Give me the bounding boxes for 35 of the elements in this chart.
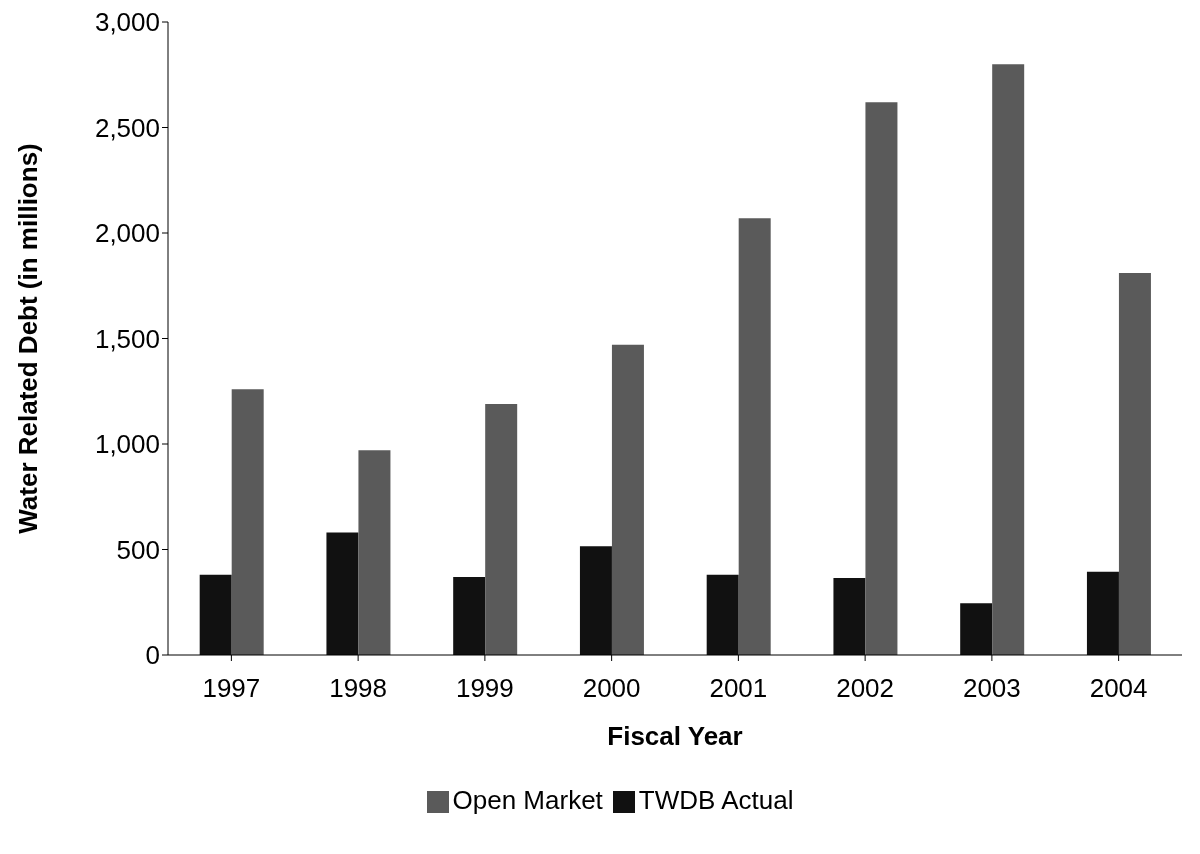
- bar: [579, 546, 612, 655]
- bar: [453, 576, 486, 655]
- y-tick-label: 500: [116, 534, 160, 565]
- x-tick-label: 1997: [202, 673, 261, 704]
- bar: [1086, 571, 1119, 655]
- bar: [960, 603, 993, 655]
- bar: [199, 574, 232, 655]
- bar: [833, 577, 866, 655]
- bar: [358, 450, 391, 655]
- bar: [231, 389, 264, 655]
- bar: [992, 64, 1025, 655]
- y-tick-label: 3,000: [94, 7, 160, 38]
- legend-label: Open Market: [452, 785, 603, 815]
- bar: [611, 344, 644, 655]
- legend-label: TWDB Actual: [638, 785, 794, 815]
- x-tick-label: 2004: [1089, 673, 1148, 704]
- x-tick-label: 2003: [962, 673, 1021, 704]
- y-tick-label: 2,000: [94, 218, 160, 249]
- x-axis-title: Fiscal Year: [607, 721, 743, 751]
- bar: [706, 574, 739, 655]
- y-tick-label: 1,500: [94, 323, 160, 354]
- bar: [1118, 273, 1151, 655]
- x-tick-label: 1998: [329, 673, 388, 704]
- x-tick-label: 1999: [455, 673, 514, 704]
- bar: [865, 102, 898, 655]
- y-axis-title: Water Related Debt (in millions): [13, 143, 44, 534]
- y-tick-label: 2,500: [94, 112, 160, 143]
- bar: [738, 218, 771, 655]
- x-tick-label: 2001: [709, 673, 768, 704]
- bar: [326, 532, 359, 655]
- y-tick-label: 0: [145, 640, 160, 671]
- x-tick-label: 2002: [836, 673, 895, 704]
- bar: [485, 403, 518, 655]
- y-tick-label: 1,000: [94, 429, 160, 460]
- x-tick-label: 2000: [582, 673, 641, 704]
